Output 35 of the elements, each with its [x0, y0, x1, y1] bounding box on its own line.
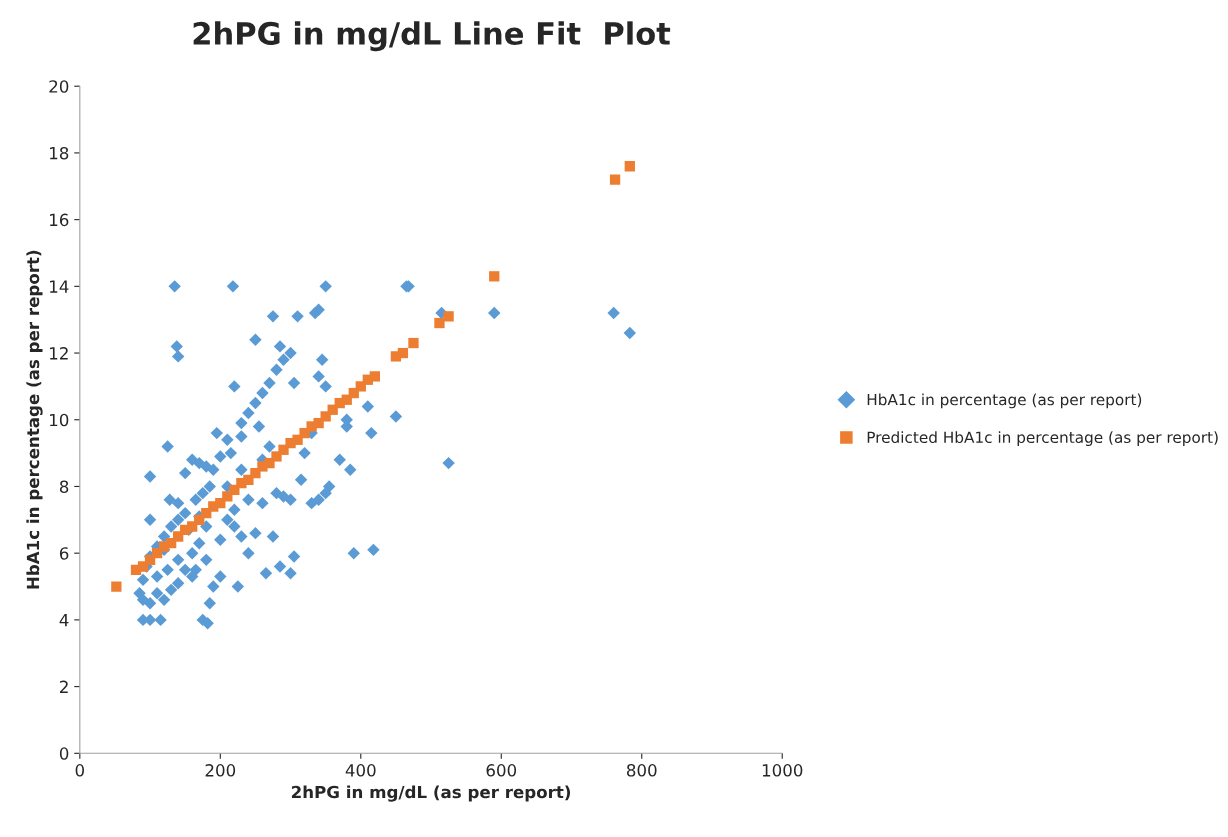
y-tick-label: 18: [50, 146, 69, 160]
point: [609, 174, 621, 185]
x-tick-label: 200: [205, 764, 236, 777]
chart-title: 2hPG in mg/dL Line Fit Plot: [193, 21, 671, 52]
point: [313, 417, 324, 429]
point: [397, 347, 409, 359]
x-tick-label: 400: [345, 764, 376, 777]
x-tick-label: 0: [75, 764, 85, 777]
y-tick-label: 16: [50, 213, 69, 227]
x-tick-label: 800: [626, 764, 657, 777]
y-tick-label: 10: [50, 413, 69, 427]
point: [443, 311, 454, 322]
y-tick-label: 0: [59, 747, 69, 760]
point: [137, 561, 149, 572]
y-tick-label: 20: [49, 80, 69, 93]
x-axis-title: 2hPG in mg/dL (as per report): [291, 785, 571, 802]
point: [408, 337, 419, 349]
point: [111, 581, 122, 592]
point: [489, 271, 500, 282]
point: [369, 371, 380, 382]
point: [320, 411, 331, 422]
y-tick-label: 4: [59, 614, 69, 627]
y-tick-label: 8: [59, 480, 69, 494]
y-axis-title: HbA1c in percentage (as per report): [26, 250, 43, 589]
legend-label: HbA1c in percentage (as per report): [867, 393, 1142, 409]
y-tick-label: 2: [60, 680, 68, 693]
point: [355, 381, 366, 392]
x-tick-label: 1000: [762, 764, 803, 777]
point: [624, 161, 635, 172]
point: [434, 317, 445, 329]
y-tick-label: 6: [59, 547, 69, 560]
x-tick-label: 600: [486, 764, 517, 777]
y-tick-label: 14: [50, 280, 69, 293]
legend-label: Predicted HbA1c in percentage (as per report): [867, 431, 1218, 446]
y-tick-label: 12: [50, 347, 68, 360]
